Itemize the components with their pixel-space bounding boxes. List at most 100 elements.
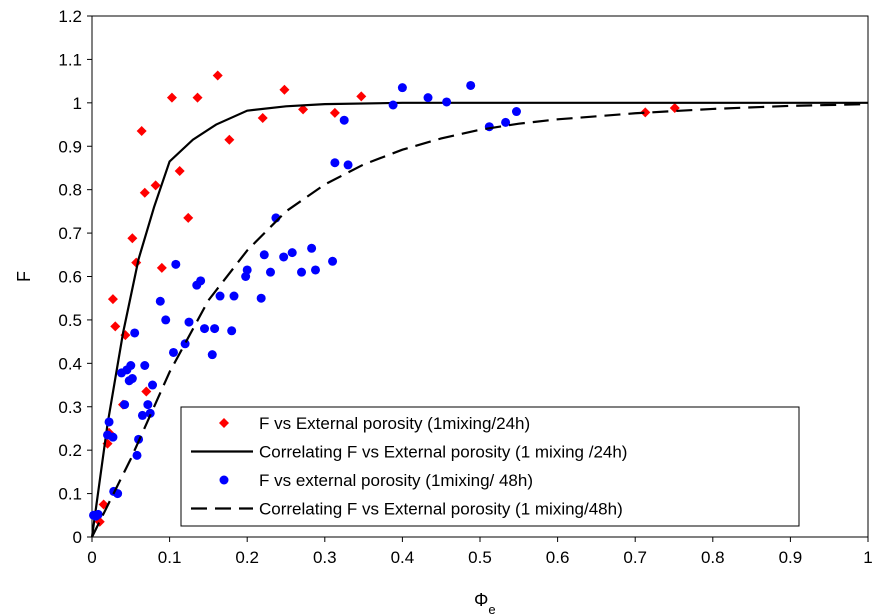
legend-swatch-marker	[219, 418, 229, 428]
x-tick-label: 0.8	[701, 548, 725, 567]
data-point	[259, 250, 269, 260]
data-point	[640, 107, 651, 118]
legend-label: F vs External porosity (1mixing/24h)	[259, 414, 530, 433]
data-point	[397, 83, 407, 93]
data-point	[224, 134, 235, 145]
x-tick-label: 0.7	[623, 548, 647, 567]
data-point	[310, 265, 320, 275]
data-point	[330, 158, 340, 168]
data-point	[127, 233, 138, 244]
x-tick-label: 0.5	[468, 548, 492, 567]
data-point	[215, 291, 225, 301]
data-point	[143, 400, 153, 410]
data-point	[161, 315, 171, 325]
y-tick-label: 1	[73, 94, 82, 113]
y-tick-label: 0.4	[58, 354, 82, 373]
data-point	[329, 107, 340, 118]
data-point	[339, 115, 349, 125]
data-point	[501, 117, 511, 127]
data-point	[196, 276, 206, 286]
data-point	[168, 347, 178, 357]
series-line	[90, 101, 868, 538]
data-point	[155, 296, 165, 306]
data-point	[126, 361, 136, 371]
data-point	[229, 291, 239, 301]
y-tick-label: 0.5	[58, 311, 82, 330]
legend-swatch-marker	[219, 475, 229, 485]
series-3	[91, 103, 869, 538]
x-tick-label: 0.2	[235, 548, 259, 567]
data-point	[140, 361, 150, 371]
data-point	[328, 256, 338, 266]
data-point	[150, 180, 161, 191]
x-tick-label: 0.9	[779, 548, 803, 567]
data-point	[287, 248, 297, 258]
data-point	[110, 321, 121, 332]
x-tick-label: 0	[87, 548, 96, 567]
series-layer	[89, 70, 869, 538]
data-point	[184, 317, 194, 327]
data-point	[137, 410, 147, 420]
axis-ticks: 0 0.1 0.2 0.3 0.4 0.5 0.6 0.7 0.8 0.9 1 0 0.1 0.2 0.3 0…	[58, 7, 872, 567]
data-point	[511, 107, 521, 117]
data-point	[200, 324, 210, 334]
data-point	[257, 113, 268, 124]
data-point	[297, 267, 307, 277]
data-point	[166, 92, 177, 103]
legend-entry-3: Correlating F vs External porosity (1 mi…	[191, 500, 623, 519]
x-tick-label: 0.4	[391, 548, 415, 567]
y-tick-label: 0.9	[58, 137, 82, 156]
data-point	[183, 212, 194, 223]
x-tick-label: 0.1	[158, 548, 182, 567]
legend: F vs External porosity (1mixing/24h) Corr…	[180, 406, 800, 527]
y-tick-label: 0.8	[58, 181, 82, 200]
legend-box	[180, 406, 800, 527]
y-tick-label: 0.2	[58, 441, 82, 460]
data-point	[227, 326, 237, 336]
legend-label: Correlating F vs External porosity (1 mi…	[259, 500, 623, 519]
data-point	[139, 187, 150, 198]
data-point	[107, 294, 118, 305]
legend-label: Correlating F vs External porosity (1 mi…	[259, 443, 627, 462]
data-point	[93, 509, 103, 519]
data-point	[298, 104, 309, 115]
data-point	[192, 92, 203, 103]
x-tick-label: 0.6	[546, 548, 570, 567]
data-point	[423, 93, 433, 103]
y-tick-label: 0.1	[58, 485, 82, 504]
data-point	[279, 252, 289, 262]
data-point	[180, 339, 190, 349]
y-tick-label: 0.7	[58, 224, 82, 243]
data-point	[356, 91, 367, 102]
data-point	[265, 267, 275, 277]
data-point	[174, 165, 185, 176]
data-point	[210, 324, 220, 334]
data-point	[127, 374, 137, 384]
y-axis-label: F	[14, 271, 34, 282]
data-point	[104, 417, 114, 427]
data-point	[343, 160, 353, 170]
data-point	[130, 328, 140, 338]
y-tick-label: 0.6	[58, 268, 82, 287]
data-point	[307, 243, 317, 253]
data-point	[148, 380, 158, 390]
data-point	[156, 262, 167, 273]
data-point	[442, 97, 452, 107]
data-point	[120, 400, 130, 410]
data-point	[207, 350, 217, 360]
data-point	[145, 408, 155, 418]
data-point	[466, 80, 476, 90]
data-point	[141, 386, 152, 397]
y-tick-label: 1.1	[58, 50, 82, 69]
data-point	[171, 259, 181, 269]
legend-entry-0: F vs External porosity (1mixing/24h)	[219, 414, 530, 433]
legend-entry-2: F vs external porosity (1mixing/ 48h)	[219, 471, 533, 490]
data-point	[242, 265, 252, 275]
series-line	[91, 103, 869, 538]
data-point	[108, 432, 118, 442]
series-1	[90, 101, 868, 538]
data-point	[388, 100, 398, 110]
legend-label: F vs external porosity (1mixing/ 48h)	[259, 471, 533, 490]
y-tick-label: 0.3	[58, 398, 82, 417]
